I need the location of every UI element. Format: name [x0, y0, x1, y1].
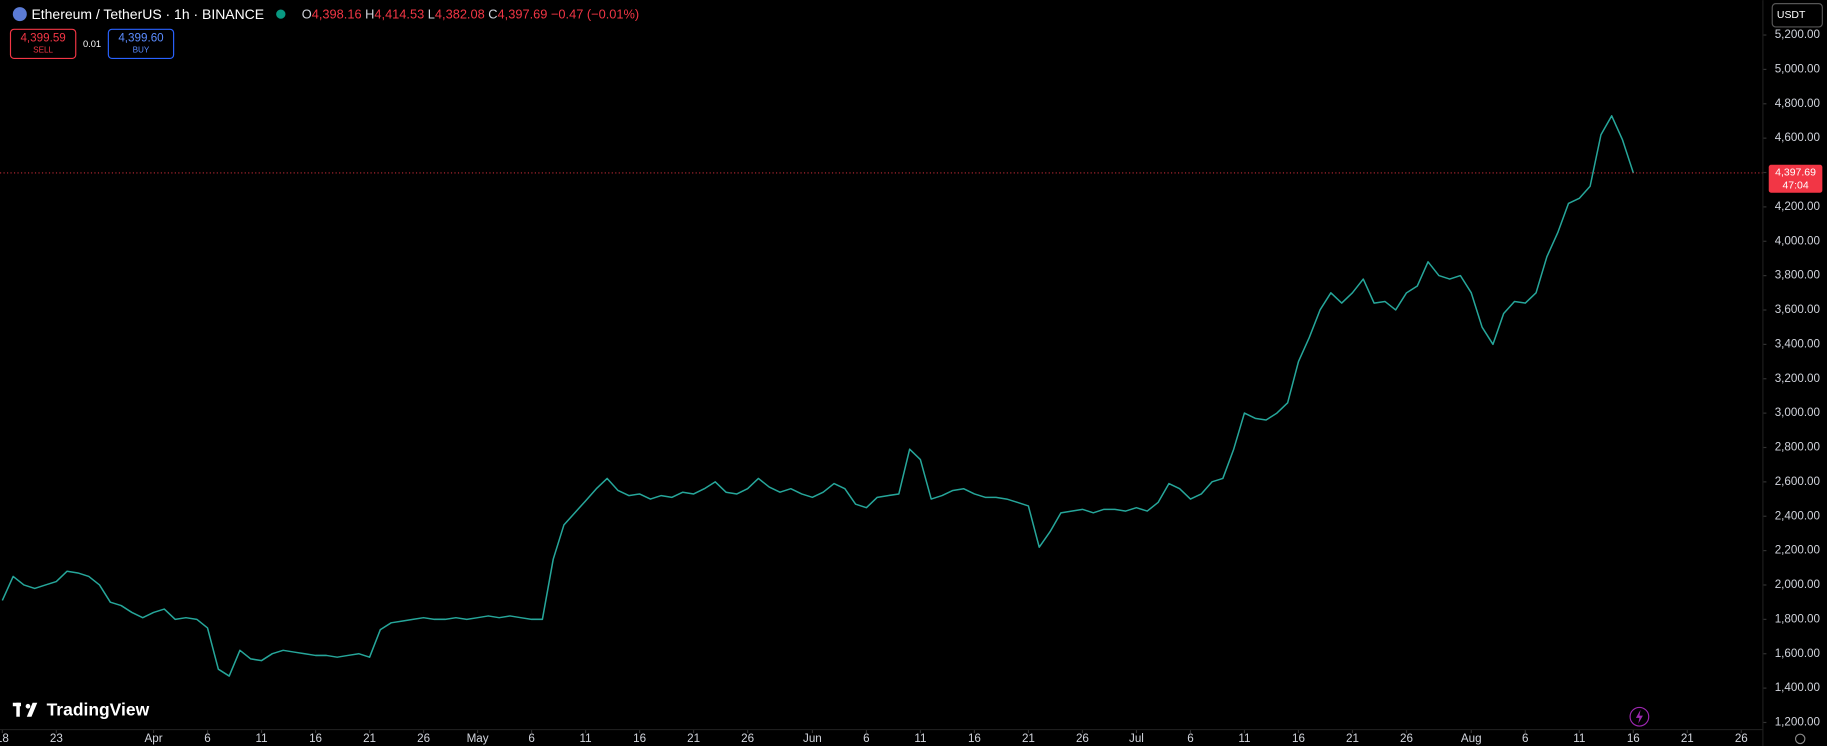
settings-icon[interactable] — [1794, 733, 1806, 745]
ohlc-value: 4,414.53 — [374, 7, 424, 22]
lightning-glyph — [1635, 709, 1643, 724]
logo-shape — [25, 703, 31, 709]
x-tick-label: 26 — [1735, 732, 1748, 745]
x-tick-label: 16 — [309, 732, 322, 745]
x-tick-label: 11 — [1238, 732, 1250, 745]
x-tick-label: 21 — [687, 732, 700, 745]
y-tick-label: 3,000.00 — [1775, 406, 1821, 419]
x-tick-label: Jun — [803, 732, 822, 745]
ohlc-change: −0.47 (−0.01%) — [551, 7, 639, 22]
y-tick-label: 5,000.00 — [1775, 62, 1821, 75]
countdown-label: 47:04 — [1782, 181, 1808, 192]
x-tick-label: 11 — [256, 732, 268, 745]
y-tick-label: 1,600.00 — [1775, 647, 1821, 660]
x-tick-label: 26 — [1076, 732, 1089, 745]
x-tick-label: 6 — [1187, 732, 1193, 745]
x-tick-label: Aug — [1461, 732, 1482, 745]
y-tick-label: 1,400.00 — [1775, 681, 1821, 694]
x-tick-label: 6 — [863, 732, 869, 745]
x-tick-label: 11 — [914, 732, 926, 745]
last-price-tag — [1768, 164, 1823, 193]
y-tick-label: 1,800.00 — [1775, 612, 1821, 625]
x-tick-label: 21 — [1681, 732, 1694, 745]
y-tick-label: 4,800.00 — [1775, 97, 1821, 110]
sell-button-frame[interactable] — [9, 28, 77, 59]
x-tick-label: 6 — [204, 732, 210, 745]
logo-shape — [16, 702, 20, 717]
ohlc-key: H — [365, 7, 374, 22]
y-tick-label: 2,400.00 — [1775, 509, 1821, 522]
x-tick-label: Jul — [1129, 732, 1144, 745]
x-tick-label: 16 — [633, 732, 646, 745]
brand-logo[interactable]: TradingView — [12, 700, 150, 720]
x-tick-label: 23 — [50, 732, 63, 745]
y-tick-label: 1,200.00 — [1775, 716, 1821, 729]
market-status — [276, 9, 286, 19]
y-tick-label: 4,000.00 — [1775, 234, 1821, 247]
x-tick-label: 16 — [968, 732, 981, 745]
sell-label[interactable]: SELL — [33, 45, 53, 54]
sell-button[interactable]: 4,399.59 SELL — [9, 28, 77, 59]
x-tick-label: Apr — [144, 732, 162, 745]
ohlc-key: O — [302, 7, 312, 22]
quantity: 0.01 — [83, 39, 101, 49]
x-tick-label: 26 — [417, 732, 430, 745]
x-tick-label: 18 — [0, 732, 9, 745]
lightning-icon[interactable] — [1629, 706, 1650, 727]
price-line — [1, 115, 1635, 677]
symbol-icon — [12, 7, 27, 22]
currency-select[interactable]: USDT — [1771, 3, 1823, 28]
x-tick-label: 26 — [741, 732, 754, 745]
x-tick-label: 21 — [1022, 732, 1035, 745]
y-tick-label: 3,800.00 — [1775, 269, 1821, 282]
sell-price[interactable]: 4,399.59 — [20, 32, 65, 45]
x-tick-label: 21 — [1346, 732, 1359, 745]
x-tick-label: 6 — [1522, 732, 1528, 745]
buy-label[interactable]: BUY — [133, 45, 150, 54]
x-tick-label: 11 — [580, 732, 592, 745]
ohlc-key: C — [488, 7, 497, 22]
ohlc: O4,398.16 H4,414.53 L4,382.08 C4,397.69 … — [302, 7, 639, 22]
y-tick-label: 2,000.00 — [1775, 578, 1821, 591]
x-tick-label: May — [467, 732, 489, 745]
symbol-title[interactable]: Ethereum / TetherUS · 1h · BINANCE — [31, 6, 264, 22]
y-tick-label: 2,200.00 — [1775, 544, 1821, 557]
y-tick-label: 2,600.00 — [1775, 475, 1821, 488]
x-tick-label: 6 — [528, 732, 534, 745]
ohlc-key: L — [428, 7, 435, 22]
buy-button[interactable]: 4,399.60 BUY — [107, 28, 175, 59]
y-tick-label: 3,200.00 — [1775, 372, 1821, 385]
ohlc-value: 4,398.16 — [312, 7, 362, 22]
currency[interactable]: USDT — [1777, 10, 1806, 21]
y-tick-label: 3,400.00 — [1775, 337, 1821, 350]
currency-frame[interactable] — [1771, 3, 1823, 28]
x-tick-label: 11 — [1573, 732, 1585, 745]
y-tick-label: 2,800.00 — [1775, 441, 1821, 454]
buy-button-frame[interactable] — [107, 28, 175, 59]
last-price-label: 4,397.69 — [1775, 168, 1816, 179]
logo-shape — [26, 702, 38, 717]
ohlc-value: 4,382.08 — [435, 7, 485, 22]
x-tick-label: 16 — [1627, 732, 1640, 745]
ohlc-value: 4,397.69 — [498, 7, 548, 22]
y-tick-label: 3,600.00 — [1775, 303, 1821, 316]
x-tick-label: 21 — [363, 732, 376, 745]
y-tick-label: 4,200.00 — [1775, 200, 1821, 213]
plot: 1,200.00 1,400.00 1,600.00 1,800.00 2,000.00… — [0, 28, 1823, 745]
brand[interactable]: TradingView — [47, 700, 150, 720]
x-tick-label: 26 — [1400, 732, 1413, 745]
y-tick-label: 5,200.00 — [1775, 28, 1821, 41]
x-tick-label: 16 — [1292, 732, 1305, 745]
buy-price[interactable]: 4,399.60 — [118, 32, 164, 45]
y-tick-label: 4,600.00 — [1775, 131, 1821, 144]
